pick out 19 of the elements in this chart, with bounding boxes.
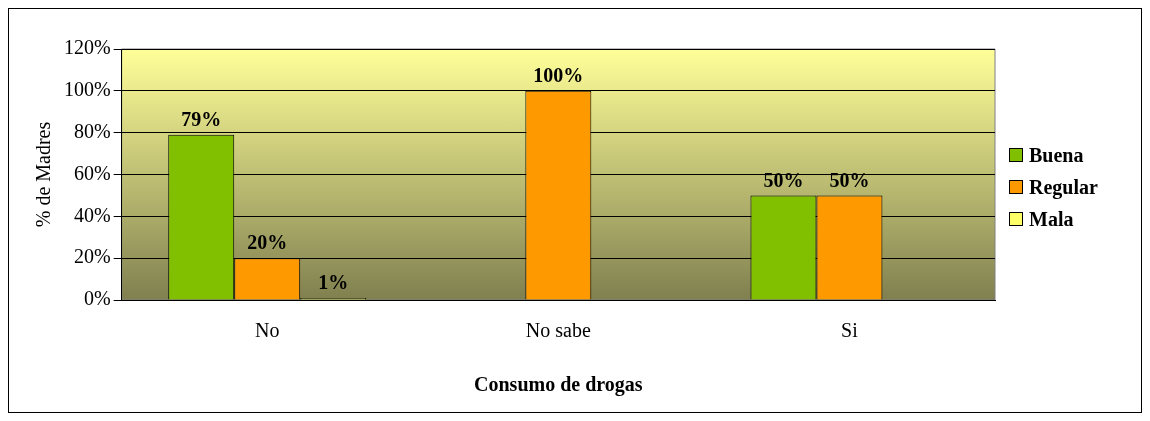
data-label: 100% [533, 64, 584, 87]
data-label: 20% [247, 231, 288, 254]
x-tick-label: No [254, 319, 280, 342]
legend-label: Mala [1029, 207, 1074, 231]
y-tick-label: 80% [73, 119, 111, 142]
y-tick-label: 120% [63, 36, 111, 59]
x-tick-label: Si [841, 319, 859, 342]
y-tick-label: 60% [73, 161, 111, 184]
y-tick-label: 0% [83, 287, 111, 310]
y-tick-label: 100% [63, 78, 111, 101]
text: Regular [1029, 175, 1098, 199]
y-tick-label: 20% [73, 245, 111, 268]
x-tick-label: No sabe [525, 319, 591, 342]
legend-label: Buena [1029, 143, 1084, 167]
data-label: 1% [318, 271, 349, 294]
data-label: 79% [181, 107, 222, 130]
y-axis-title: % de Madres [32, 121, 55, 228]
x-axis-title: Consumo de drogas [474, 373, 643, 397]
y-tick-label: 40% [73, 203, 111, 226]
